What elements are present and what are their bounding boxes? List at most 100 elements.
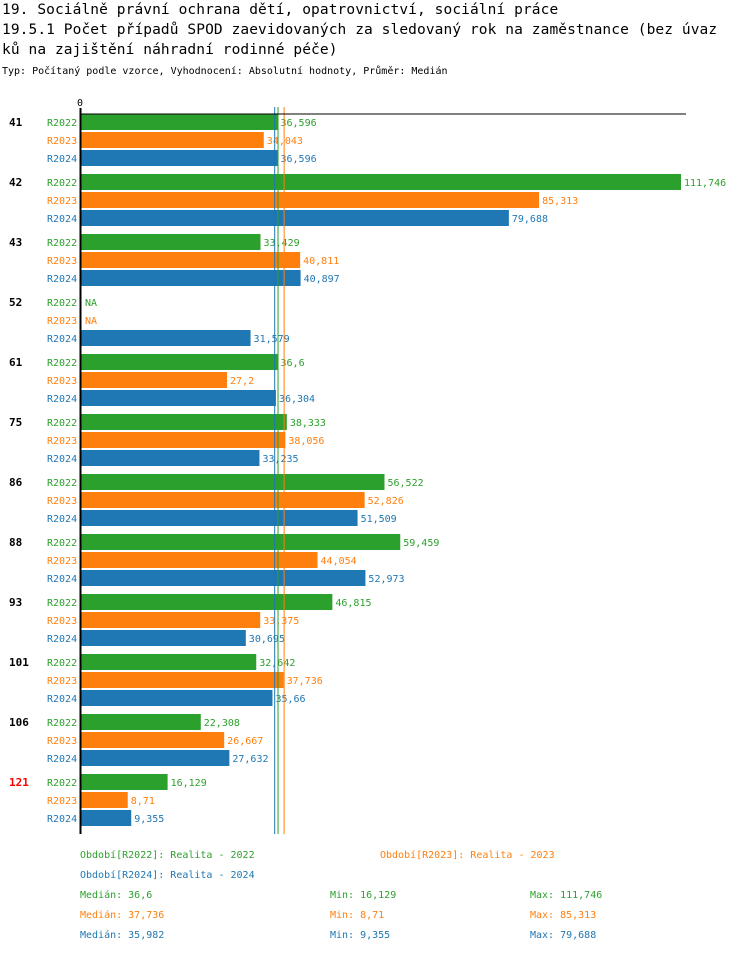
series-label: R2022 bbox=[47, 718, 77, 729]
value-label: 16,129 bbox=[171, 778, 207, 789]
value-label: 22,308 bbox=[204, 718, 240, 729]
value-label: 27,632 bbox=[232, 754, 268, 765]
bar bbox=[81, 510, 358, 526]
stat-max-r2022: Max: 111,746 bbox=[530, 890, 603, 901]
series-label: R2023 bbox=[47, 436, 77, 447]
bar bbox=[81, 354, 278, 370]
stat-min-r2022: Min: 16,129 bbox=[330, 890, 397, 901]
value-label: NA bbox=[85, 298, 97, 309]
value-label: 79,688 bbox=[512, 214, 548, 225]
bar bbox=[81, 672, 284, 688]
legend-period-r2023: Období[R2023]: Realita - 2023 bbox=[380, 850, 555, 861]
category-label: 43 bbox=[9, 236, 22, 249]
bar bbox=[81, 630, 246, 646]
category-label: 52 bbox=[9, 296, 22, 309]
value-label: 36,6 bbox=[281, 358, 305, 369]
series-label: R2022 bbox=[47, 418, 77, 429]
series-label: R2024 bbox=[47, 394, 77, 405]
series-label: R2022 bbox=[47, 778, 77, 789]
stat-median-r2024: Medián: 35,982 bbox=[80, 930, 165, 941]
value-label: 111,746 bbox=[684, 178, 726, 189]
bar bbox=[81, 270, 301, 286]
value-label: 40,811 bbox=[303, 256, 339, 267]
series-label: R2024 bbox=[47, 634, 77, 645]
bar bbox=[81, 450, 260, 466]
series-label: R2023 bbox=[47, 736, 77, 747]
series-label: R2022 bbox=[47, 178, 77, 189]
series-label: R2024 bbox=[47, 454, 77, 465]
category-label: 61 bbox=[9, 356, 23, 369]
bar bbox=[81, 810, 132, 826]
series-label: R2024 bbox=[47, 274, 77, 285]
value-label: 34,043 bbox=[267, 136, 303, 147]
category-label: 75 bbox=[9, 416, 22, 429]
bar bbox=[81, 174, 681, 190]
series-label: R2023 bbox=[47, 556, 77, 567]
value-label: 38,333 bbox=[290, 418, 326, 429]
value-label: 36,596 bbox=[280, 154, 316, 165]
value-label: 59,459 bbox=[403, 538, 439, 549]
bar bbox=[81, 192, 540, 208]
stat-median-r2023: Medián: 37,736 bbox=[80, 910, 165, 921]
bar bbox=[81, 210, 509, 226]
value-label: 31,579 bbox=[254, 334, 290, 345]
value-label: 85,313 bbox=[542, 196, 578, 207]
category-label: 42 bbox=[9, 176, 22, 189]
series-label: R2024 bbox=[47, 814, 77, 825]
bar bbox=[81, 792, 128, 808]
bar bbox=[81, 150, 278, 166]
stat-max-r2023: Max: 85,313 bbox=[530, 910, 597, 921]
category-label: 88 bbox=[9, 536, 22, 549]
value-label: 38,056 bbox=[288, 436, 324, 447]
series-label: R2024 bbox=[47, 514, 77, 525]
value-label: 46,815 bbox=[335, 598, 371, 609]
series-label: R2023 bbox=[47, 136, 77, 147]
value-label: 9,355 bbox=[134, 814, 164, 825]
bar bbox=[81, 132, 264, 148]
bar bbox=[81, 234, 261, 250]
series-label: R2024 bbox=[47, 154, 77, 165]
x-tick-label: 0 bbox=[77, 98, 83, 109]
value-label: 35,66 bbox=[275, 694, 305, 705]
bar bbox=[81, 534, 401, 550]
value-label: 36,596 bbox=[280, 118, 316, 129]
value-label: 30,695 bbox=[249, 634, 285, 645]
series-label: R2022 bbox=[47, 478, 77, 489]
series-label: R2022 bbox=[47, 598, 77, 609]
chart-title-line-2: ků na zajištění náhradní rodinné péče) bbox=[2, 42, 338, 58]
value-label: 8,71 bbox=[131, 796, 155, 807]
bar bbox=[81, 492, 365, 508]
value-label: NA bbox=[85, 316, 97, 327]
value-label: 51,509 bbox=[361, 514, 397, 525]
bar bbox=[81, 690, 273, 706]
series-label: R2023 bbox=[47, 256, 77, 267]
series-label: R2022 bbox=[47, 118, 77, 129]
series-label: R2022 bbox=[47, 538, 77, 549]
legend-period-r2022: Období[R2022]: Realita - 2022 bbox=[80, 850, 255, 861]
value-label: 40,897 bbox=[304, 274, 340, 285]
bar bbox=[81, 552, 318, 568]
series-label: R2022 bbox=[47, 298, 77, 309]
category-label: 121 bbox=[9, 776, 29, 789]
category-label: 93 bbox=[9, 596, 22, 609]
series-label: R2022 bbox=[47, 238, 77, 249]
stat-max-r2024: Max: 79,688 bbox=[530, 930, 597, 941]
series-label: R2023 bbox=[47, 376, 77, 387]
bar bbox=[81, 612, 261, 628]
series-label: R2024 bbox=[47, 754, 77, 765]
value-label: 33,235 bbox=[262, 454, 298, 465]
bar bbox=[81, 774, 168, 790]
series-label: R2023 bbox=[47, 676, 77, 687]
bar bbox=[81, 372, 228, 388]
chart-subtitle: Typ: Počítaný podle vzorce, Vyhodnocení:… bbox=[2, 66, 448, 77]
value-label: 32,642 bbox=[259, 658, 295, 669]
bar bbox=[81, 714, 201, 730]
series-label: R2023 bbox=[47, 196, 77, 207]
bar bbox=[81, 570, 366, 586]
value-label: 56,522 bbox=[387, 478, 423, 489]
value-label: 52,826 bbox=[368, 496, 404, 507]
stat-min-r2023: Min: 8,71 bbox=[330, 910, 385, 921]
bar bbox=[81, 414, 287, 430]
chart-title-line-1: 19.5.1 Počet případů SPOD zaevidovaných … bbox=[2, 22, 718, 38]
stat-median-r2022: Medián: 36,6 bbox=[80, 890, 153, 901]
